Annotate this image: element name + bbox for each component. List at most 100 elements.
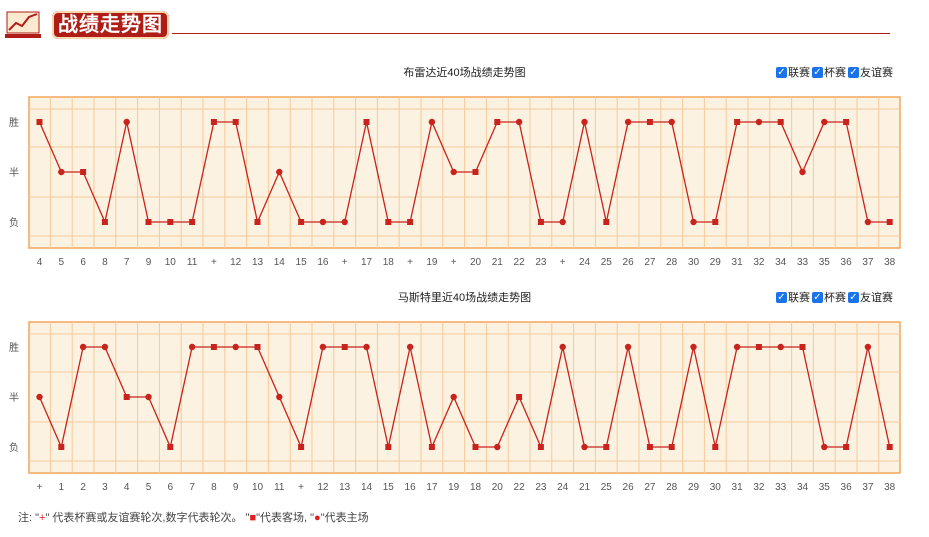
x-tick-label: 13 <box>339 482 351 493</box>
x-tick-label: 27 <box>644 257 656 268</box>
data-point <box>36 119 43 125</box>
data-point <box>210 344 217 350</box>
x-tick-label: 25 <box>601 482 613 493</box>
data-point <box>36 393 43 401</box>
data-point <box>777 343 784 351</box>
x-tick-label: 23 <box>535 257 547 268</box>
x-tick-label: 28 <box>666 482 678 493</box>
x-tick-label: + <box>37 482 43 493</box>
data-point <box>799 344 806 350</box>
filter-league[interactable]: ✓ 联赛 <box>776 66 810 79</box>
data-point <box>733 343 741 351</box>
y-tick-label: 半 <box>9 166 19 179</box>
data-point <box>450 393 457 401</box>
x-tick-label: 22 <box>514 257 526 268</box>
data-point <box>755 344 762 350</box>
data-point <box>254 344 261 350</box>
data-point <box>690 343 697 351</box>
data-point <box>472 444 479 450</box>
data-point <box>385 444 392 450</box>
x-tick-label: 13 <box>252 257 264 268</box>
data-point <box>341 344 348 350</box>
y-tick-label: 负 <box>9 441 19 454</box>
x-tick-label: 33 <box>797 257 809 268</box>
x-tick-label: 27 <box>644 482 656 493</box>
x-tick-label: 9 <box>233 482 239 493</box>
x-tick-label: 24 <box>579 257 591 268</box>
x-tick-label: 36 <box>841 482 853 493</box>
x-tick-label: 19 <box>448 482 460 493</box>
x-tick-label: 30 <box>710 482 722 493</box>
data-point <box>646 444 653 450</box>
data-point <box>603 444 610 450</box>
data-point <box>515 118 523 126</box>
x-tick-label: 3 <box>102 482 108 493</box>
x-tick-label: 38 <box>884 482 896 493</box>
x-tick-label: 38 <box>884 257 896 268</box>
data-point <box>799 168 806 176</box>
x-tick-label: 32 <box>753 257 765 268</box>
data-point <box>363 343 370 351</box>
x-tick-label: 6 <box>80 257 86 268</box>
x-tick-label: 14 <box>274 257 286 268</box>
data-point <box>428 444 435 450</box>
x-tick-label: + <box>407 257 413 268</box>
x-tick-label: 21 <box>492 257 504 268</box>
x-tick-label: 11 <box>187 257 198 268</box>
filter-cup[interactable]: ✓ 杯赛 <box>812 66 846 79</box>
x-tick-label: 7 <box>124 257 130 268</box>
data-point <box>254 219 261 225</box>
data-point <box>80 169 87 175</box>
x-tick-label: 4 <box>37 257 43 268</box>
x-tick-label: 17 <box>361 257 373 268</box>
filter-cup[interactable]: ✓ 杯赛 <box>812 291 846 304</box>
x-tick-label: + <box>342 257 348 268</box>
x-tick-label: 9 <box>146 257 152 268</box>
legend-note: 注: "+" 代表杯赛或友谊赛轮次,数字代表轮次。 "■"代表客场, "●"代表… <box>18 512 369 524</box>
data-point <box>603 219 610 225</box>
data-point <box>319 218 327 226</box>
square-marker-icon: ■ <box>249 512 257 524</box>
data-point <box>559 343 566 351</box>
checkbox-icon[interactable]: ✓ <box>848 291 859 303</box>
x-tick-label: 35 <box>819 482 831 493</box>
data-point <box>232 119 239 125</box>
x-tick-label: 23 <box>535 482 547 493</box>
filter-friendly[interactable]: ✓ 友谊赛 <box>848 291 893 304</box>
section-header: 战绩走势图 <box>0 0 929 46</box>
chart-title: 马斯特里近40场战绩走势图 <box>397 292 532 304</box>
checkbox-icon[interactable]: ✓ <box>812 291 823 303</box>
x-tick-label: 5 <box>146 482 152 493</box>
data-point <box>79 343 87 351</box>
x-tick-label: 12 <box>317 482 329 493</box>
x-tick-label: 25 <box>601 257 613 268</box>
x-tick-label: 37 <box>862 257 874 268</box>
x-tick-label: 7 <box>189 482 195 493</box>
data-point <box>494 443 501 451</box>
x-tick-label: + <box>211 257 217 268</box>
data-point <box>298 444 305 450</box>
chart-title: 布雷达近40场战绩走势图 <box>403 67 526 79</box>
data-point <box>624 343 632 351</box>
filter-league[interactable]: ✓ 联赛 <box>776 291 810 304</box>
checkbox-icon[interactable]: ✓ <box>812 66 823 78</box>
filter-friendly[interactable]: ✓ 友谊赛 <box>848 66 893 79</box>
x-tick-label: 20 <box>470 257 482 268</box>
x-tick-label: 10 <box>252 482 264 493</box>
data-point <box>406 343 414 351</box>
x-tick-label: 29 <box>688 482 700 493</box>
checkbox-icon[interactable]: ✓ <box>776 291 787 303</box>
data-point <box>646 119 653 125</box>
data-point <box>58 444 65 450</box>
data-point <box>668 118 675 126</box>
data-point <box>385 219 392 225</box>
data-point <box>581 443 588 451</box>
data-point <box>210 119 217 125</box>
data-point <box>276 168 283 176</box>
x-tick-label: 34 <box>775 257 787 268</box>
x-tick-label: 22 <box>514 482 526 493</box>
x-tick-label: 5 <box>59 257 65 268</box>
checkbox-icon[interactable]: ✓ <box>776 66 787 78</box>
data-point <box>189 219 196 225</box>
checkbox-icon[interactable]: ✓ <box>848 66 859 78</box>
